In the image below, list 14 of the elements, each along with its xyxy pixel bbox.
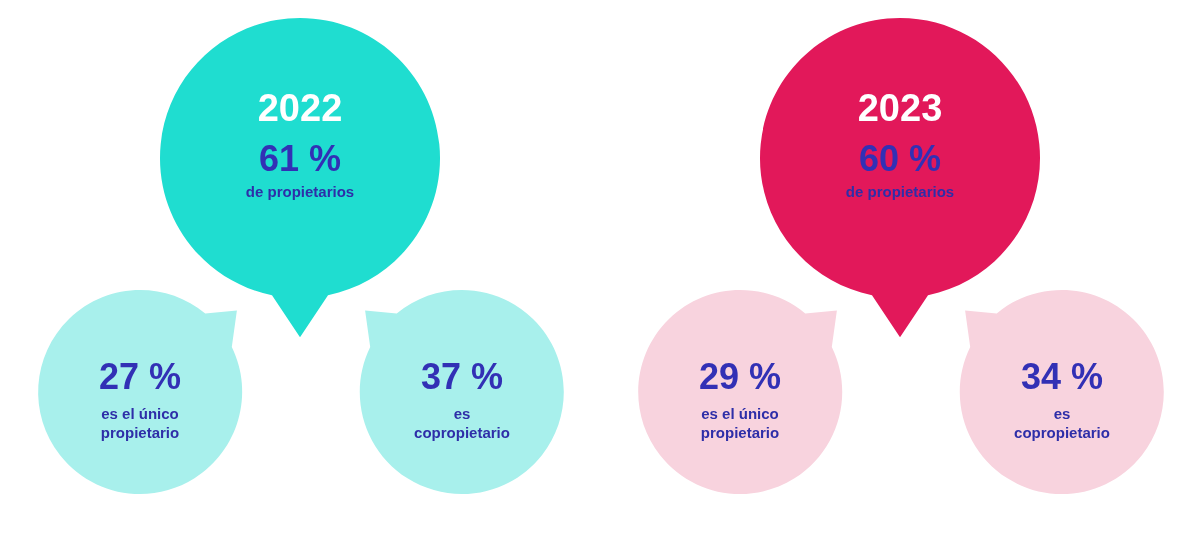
text: 2022 <box>257 87 343 129</box>
data-label: 27 % <box>98 356 182 397</box>
data-label: 29 % <box>698 356 782 397</box>
category-label: es copropietario <box>1014 405 1110 441</box>
category-label: de propietarios <box>245 183 355 200</box>
category-label: es el único propietario <box>700 405 780 441</box>
data-label: 34 % <box>1020 356 1104 397</box>
category-label: es copropietario <box>414 405 510 441</box>
category-label: de propietarios <box>845 183 955 200</box>
data-label: 60 % <box>858 138 942 179</box>
category-label: es el único propietario <box>100 405 180 441</box>
data-label: 61 % <box>258 138 342 179</box>
text: 2023 <box>857 87 943 129</box>
data-label: 37 % <box>420 356 504 397</box>
